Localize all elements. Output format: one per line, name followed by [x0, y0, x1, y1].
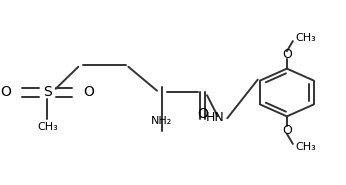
Text: NH₂: NH₂: [151, 116, 172, 126]
Text: O: O: [1, 85, 11, 100]
Text: O: O: [197, 107, 208, 121]
Text: HN: HN: [206, 111, 225, 124]
Text: O: O: [83, 85, 94, 100]
Text: CH₃: CH₃: [295, 142, 316, 152]
Text: CH₃: CH₃: [295, 33, 316, 43]
Text: O: O: [282, 48, 292, 61]
Text: S: S: [43, 85, 52, 100]
Text: CH₃: CH₃: [37, 122, 58, 132]
Text: O: O: [282, 124, 292, 137]
